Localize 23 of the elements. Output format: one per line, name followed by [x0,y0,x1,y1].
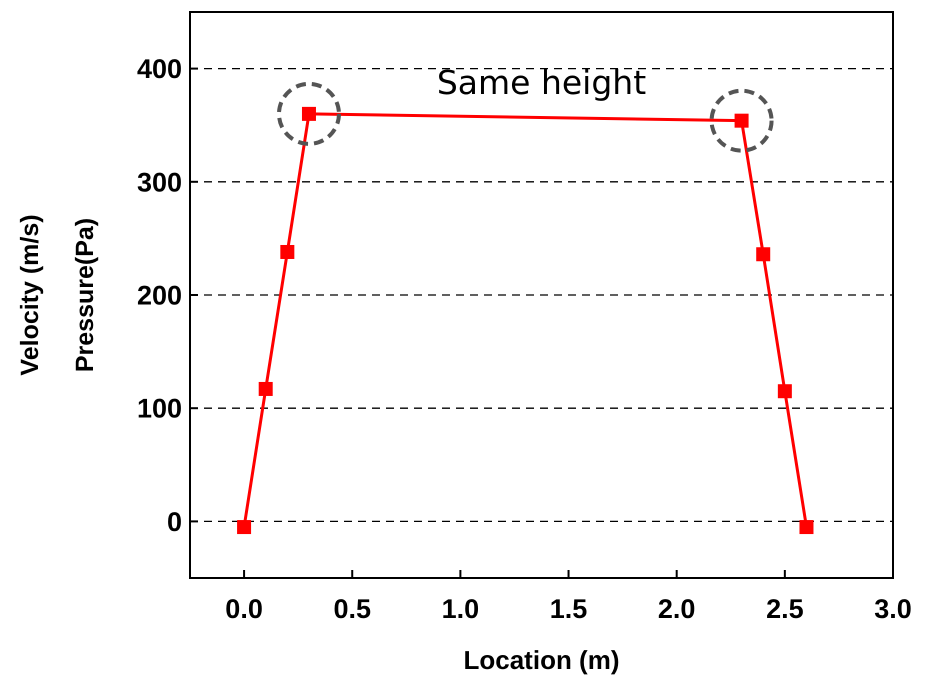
x-tick-label: 0.0 [225,594,263,624]
y-tick-label: 400 [136,54,182,84]
y-axis-title: Velocity (m/s) Pressure(Pa) [16,214,99,376]
point [734,114,749,128]
x-axis-title: Location (m) [464,645,620,675]
y-tick-label: 200 [136,280,182,310]
x-tick-label: 0.5 [333,594,372,624]
point [237,520,252,534]
point [778,384,792,398]
point [280,244,294,259]
x-tick-label: 1.0 [442,594,480,624]
y-tick-label: 100 [136,394,182,424]
x-tick-label: 2.0 [658,594,696,624]
point [799,520,814,534]
x-tick-label: 2.5 [766,594,804,624]
y-tick-label: 300 [136,167,182,198]
point [756,247,770,262]
annotation: Same height [436,63,646,102]
x-tick-label: 1.5 [550,594,588,624]
y-tick-label: 0 [166,506,182,537]
point [258,382,273,396]
x-tick-label: 3.0 [874,594,912,624]
point [302,106,316,121]
